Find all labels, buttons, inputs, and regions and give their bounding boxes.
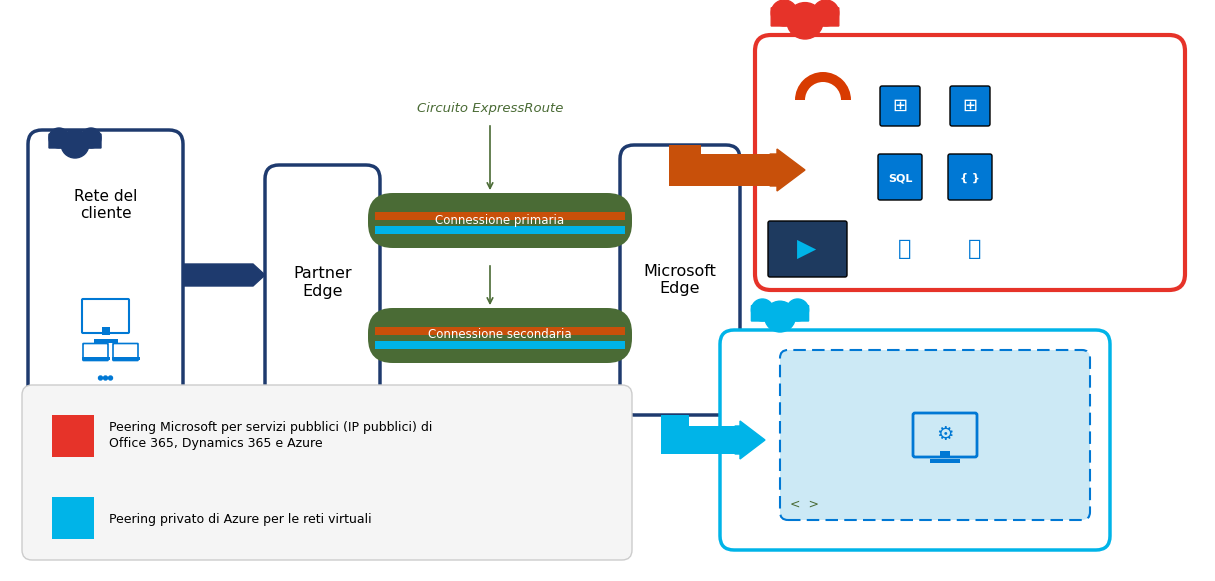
FancyBboxPatch shape [912, 413, 977, 457]
Circle shape [49, 128, 69, 148]
Wedge shape [795, 72, 850, 100]
Circle shape [751, 299, 774, 321]
FancyBboxPatch shape [83, 343, 108, 360]
Text: 🖥: 🖥 [898, 239, 911, 259]
FancyBboxPatch shape [49, 134, 101, 148]
FancyBboxPatch shape [81, 299, 129, 333]
FancyBboxPatch shape [113, 343, 139, 360]
Bar [52, 415, 94, 457]
FancyBboxPatch shape [755, 35, 1185, 290]
FancyBboxPatch shape [620, 145, 740, 415]
Bar [940, 451, 950, 457]
FancyArrow shape [770, 149, 806, 191]
Text: Connessione secondaria: Connessione secondaria [428, 328, 572, 342]
Text: <  >: < > [791, 498, 819, 511]
FancyBboxPatch shape [751, 306, 809, 321]
Bar [94, 339, 118, 343]
Text: 🌐: 🌐 [968, 239, 982, 259]
FancyBboxPatch shape [265, 165, 380, 400]
Circle shape [108, 376, 113, 380]
Bar [375, 226, 625, 234]
FancyBboxPatch shape [368, 308, 632, 363]
Text: Connessione primaria: Connessione primaria [435, 213, 565, 227]
FancyBboxPatch shape [948, 154, 991, 200]
FancyBboxPatch shape [28, 130, 183, 420]
Circle shape [772, 0, 797, 26]
Bar [375, 327, 625, 335]
FancyBboxPatch shape [768, 221, 847, 277]
Text: Office 365, Dynamics 365 e Azure: Office 365, Dynamics 365 e Azure [109, 436, 323, 450]
Text: ▶: ▶ [797, 237, 816, 261]
Text: Peering privato di Azure per le reti virtuali: Peering privato di Azure per le reti vir… [109, 512, 372, 525]
FancyBboxPatch shape [878, 154, 922, 200]
FancyBboxPatch shape [368, 193, 632, 248]
Circle shape [98, 376, 102, 380]
Circle shape [787, 2, 824, 39]
Circle shape [813, 0, 838, 26]
Text: Partner
Edge: Partner Edge [293, 266, 352, 299]
Text: { }: { } [960, 173, 981, 183]
FancyBboxPatch shape [772, 8, 838, 26]
Text: Peering Microsoft per servizi pubblici (IP pubblici) di: Peering Microsoft per servizi pubblici (… [109, 421, 433, 433]
Circle shape [61, 130, 89, 158]
Bar [669, 154, 775, 186]
Bar [102, 327, 109, 335]
Circle shape [81, 128, 101, 148]
FancyBboxPatch shape [22, 385, 632, 560]
FancyBboxPatch shape [780, 350, 1090, 520]
Text: Circuito ExpressRoute: Circuito ExpressRoute [417, 102, 564, 114]
Bar [112, 357, 140, 360]
Wedge shape [806, 82, 841, 100]
FancyBboxPatch shape [720, 330, 1111, 550]
Text: SQL: SQL [888, 173, 912, 183]
Bar [661, 415, 689, 440]
FancyArrow shape [183, 264, 265, 286]
Bar [929, 459, 960, 463]
Text: Rete del
cliente: Rete del cliente [74, 189, 137, 221]
Bar [52, 497, 94, 539]
Text: Microsoft
Edge: Microsoft Edge [644, 264, 717, 296]
Text: ⊞: ⊞ [893, 97, 908, 115]
Bar [81, 357, 109, 360]
Circle shape [764, 301, 796, 332]
FancyBboxPatch shape [880, 86, 920, 126]
Bar [669, 145, 701, 170]
FancyArrow shape [735, 421, 765, 459]
Circle shape [103, 376, 107, 380]
Text: ⚙: ⚙ [937, 425, 954, 444]
Circle shape [786, 299, 809, 321]
Bar [375, 341, 625, 349]
FancyBboxPatch shape [950, 86, 990, 126]
Text: ⊞: ⊞ [962, 97, 978, 115]
Bar [375, 212, 625, 220]
Bar [661, 426, 740, 454]
